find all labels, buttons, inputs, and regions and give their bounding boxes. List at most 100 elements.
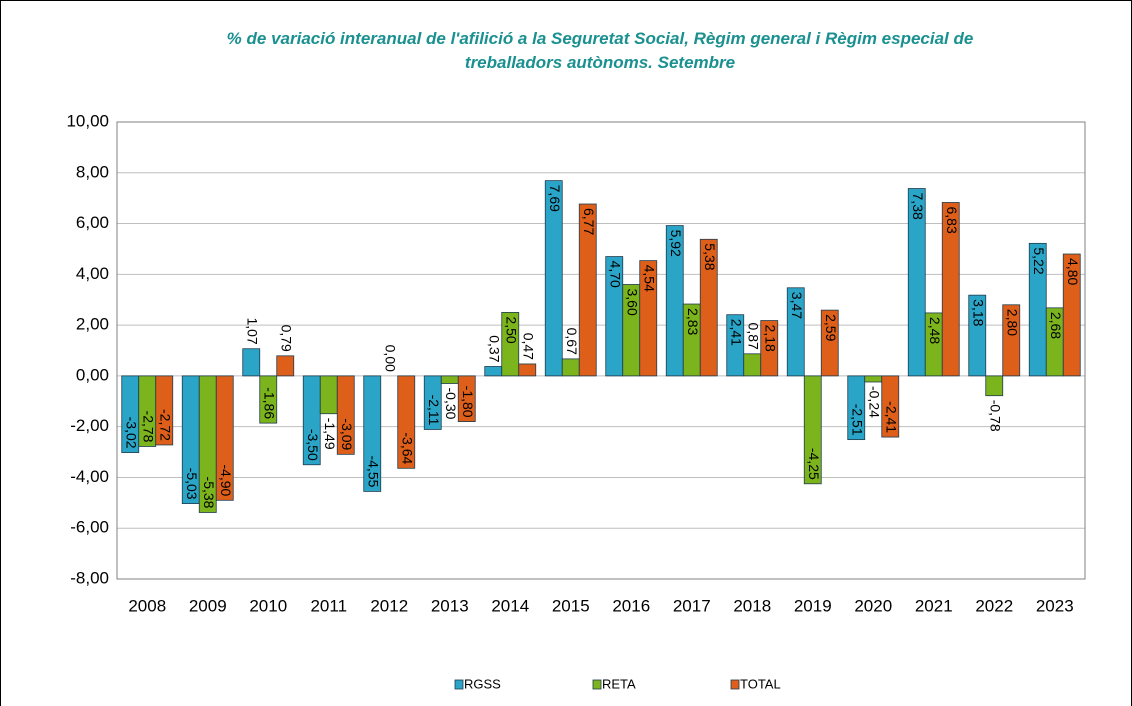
value-label: -5,38 <box>201 477 217 509</box>
value-label: -5,03 <box>184 468 200 500</box>
x-tick-label: 2023 <box>1036 596 1074 615</box>
bar <box>363 375 382 492</box>
bar <box>847 375 866 441</box>
value-label: 0,37 <box>487 335 503 362</box>
value-label: -3,64 <box>400 432 416 464</box>
value-label: 0,67 <box>564 328 580 355</box>
x-tick-label: 2020 <box>854 596 892 615</box>
y-tick-label: 4,00 <box>76 264 109 283</box>
chart-title: % de variació interanual de l'afilició a… <box>227 29 974 72</box>
legend-label: RGSS <box>464 676 501 691</box>
value-label: 4,54 <box>642 265 658 292</box>
value-label: -3,02 <box>124 417 140 449</box>
bar <box>639 260 658 377</box>
value-label: -1,86 <box>262 387 278 419</box>
value-label: 2,68 <box>1048 312 1064 339</box>
value-label: -4,55 <box>366 455 382 487</box>
value-label: 4,80 <box>1065 258 1081 285</box>
value-label: -2,51 <box>850 404 866 436</box>
value-label: 3,18 <box>971 299 987 326</box>
value-label: 3,47 <box>789 292 805 319</box>
value-label: 0,79 <box>279 325 295 352</box>
value-label: 0,00 <box>383 345 399 372</box>
y-tick-label: -2,00 <box>70 416 109 435</box>
bar <box>968 294 987 377</box>
value-label: 2,83 <box>685 308 701 335</box>
value-label: -0,78 <box>988 400 1004 432</box>
x-tick-label: 2008 <box>128 596 166 615</box>
plot-border <box>116 121 1086 580</box>
x-tick-label: 2009 <box>189 596 227 615</box>
value-label: -2,72 <box>158 409 174 441</box>
bar <box>760 320 779 377</box>
value-label: 2,48 <box>927 317 943 344</box>
bar <box>457 375 476 422</box>
value-label: 6,83 <box>944 206 960 233</box>
bar <box>336 375 355 455</box>
y-tick-label: 6,00 <box>76 213 109 232</box>
y-tick-label: -4,00 <box>70 467 109 486</box>
value-label: -2,11 <box>426 395 442 426</box>
value-label: 2,18 <box>763 325 779 352</box>
y-tick-label: 10,00 <box>66 111 109 130</box>
x-tick-label: 2014 <box>491 596 529 615</box>
bar <box>699 238 718 377</box>
value-label: 4,70 <box>608 261 624 288</box>
y-tick-label: 0,00 <box>76 365 109 384</box>
bar <box>302 375 321 466</box>
value-label: -0,30 <box>443 388 459 420</box>
bar <box>786 287 805 377</box>
legend-swatch <box>592 679 602 690</box>
bar <box>155 375 174 446</box>
y-tick-label: -6,00 <box>70 518 109 537</box>
x-tick-label: 2016 <box>612 596 650 615</box>
x-tick-label: 2013 <box>431 596 469 615</box>
legend-swatch <box>454 679 464 690</box>
x-tick-label: 2015 <box>552 596 590 615</box>
bar <box>276 355 295 377</box>
value-label: 2,59 <box>823 314 839 341</box>
value-label: 5,22 <box>1031 247 1047 274</box>
legend-label: RETA <box>602 676 636 691</box>
value-label: -2,41 <box>884 401 900 433</box>
x-tick-label: 2011 <box>310 596 347 615</box>
value-label: 2,41 <box>729 319 745 346</box>
bar <box>518 363 537 377</box>
bar <box>1002 304 1021 377</box>
bar <box>803 375 822 485</box>
bar <box>743 353 762 377</box>
value-label: 5,38 <box>702 243 718 270</box>
x-tick-label: 2021 <box>915 596 953 615</box>
value-label: 6,77 <box>581 208 597 235</box>
bar <box>561 358 580 377</box>
x-tick-label: 2019 <box>794 596 832 615</box>
legend-swatch <box>730 679 740 690</box>
value-label: -3,09 <box>339 418 355 450</box>
bar <box>665 225 684 377</box>
bar <box>484 366 503 377</box>
value-label: -4,25 <box>806 448 822 480</box>
bar <box>544 180 563 377</box>
x-tick-label: 2022 <box>975 596 1013 615</box>
y-tick-label: 8,00 <box>76 162 109 181</box>
x-tick-label: 2012 <box>370 596 408 615</box>
bar <box>215 375 234 501</box>
value-label: -1,49 <box>322 418 338 450</box>
legend-label: TOTAL <box>740 676 781 691</box>
value-label: 0,87 <box>746 323 762 350</box>
value-label: 3,60 <box>625 288 641 315</box>
value-label: -0,24 <box>867 386 883 418</box>
bar <box>440 375 459 384</box>
x-tick-label: 2018 <box>733 596 771 615</box>
bar <box>726 314 745 377</box>
bar <box>1062 253 1081 377</box>
value-label: -4,90 <box>218 464 234 496</box>
bar <box>397 375 416 469</box>
bar <box>985 375 1004 397</box>
bar <box>319 375 338 415</box>
y-tick-label: -8,00 <box>70 568 109 587</box>
bar <box>578 203 597 377</box>
value-label: 2,50 <box>504 316 520 343</box>
bar <box>881 375 900 438</box>
